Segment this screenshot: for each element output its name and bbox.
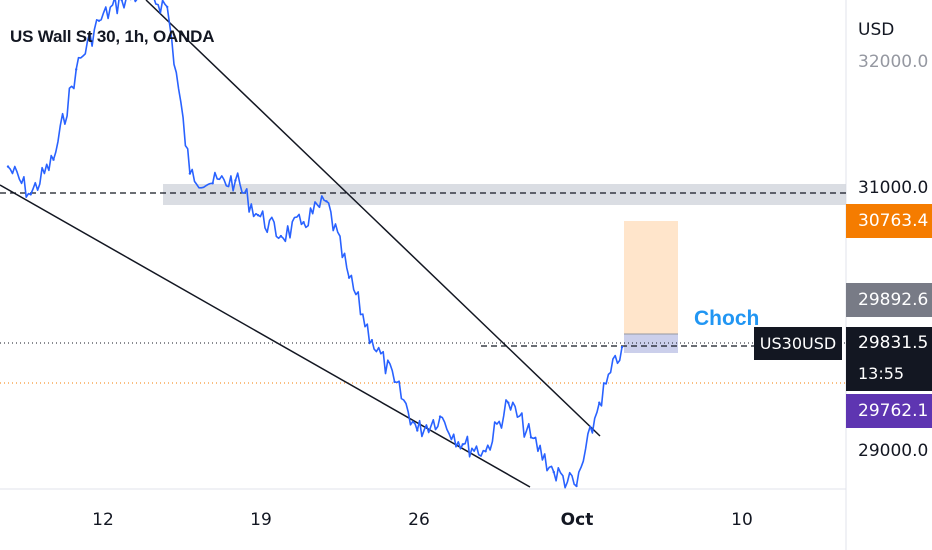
price-point — [52, 158, 55, 161]
date-label-10: 10 — [731, 510, 753, 530]
price-point — [211, 182, 214, 185]
price-point — [575, 484, 578, 488]
symbol-badge[interactable]: US30USD — [754, 327, 842, 360]
target-box[interactable] — [624, 221, 678, 334]
date-label-12: 12 — [92, 510, 114, 530]
price-point — [552, 470, 555, 474]
price-tick-31000: 31000.0 — [858, 178, 929, 198]
price-point — [29, 193, 32, 196]
price-point — [256, 214, 260, 217]
price-badge-grey[interactable]: 29892.6 — [846, 283, 932, 317]
price-point — [279, 234, 283, 238]
date-label-oct: Oct — [560, 510, 594, 530]
price-point — [393, 380, 396, 384]
price-point — [166, 5, 169, 9]
currency-label: USD — [858, 20, 895, 40]
price-tick-29000: 29000.0 — [858, 441, 929, 461]
price-series — [6, 0, 624, 489]
current-price-badge[interactable]: 29831.5 13:55 — [846, 327, 932, 391]
price-badge-purple[interactable]: 29762.1 — [846, 394, 932, 428]
wedge-upper-trendline[interactable] — [145, 0, 601, 437]
current-price: 29831.5 — [858, 333, 929, 353]
price-point — [302, 221, 305, 224]
price-point — [370, 339, 374, 342]
price-point — [97, 19, 101, 22]
supply-zone[interactable] — [163, 184, 846, 205]
price-point — [234, 179, 237, 182]
price-point — [188, 172, 192, 175]
price-point — [120, 0, 123, 2]
date-label-26: 26 — [408, 510, 430, 530]
price-badge-orange[interactable]: 30763.4 — [846, 204, 932, 238]
price-tick-32000: 32000.0 — [858, 52, 929, 72]
choch-label[interactable]: Choch — [694, 307, 760, 330]
bar-countdown: 13:55 — [858, 364, 905, 383]
price-point — [598, 401, 601, 404]
price-point — [461, 443, 464, 446]
wedge-lower-trendline[interactable] — [0, 184, 531, 488]
price-point — [620, 345, 624, 349]
price-series-line — [7, 0, 623, 489]
price-point — [529, 436, 533, 439]
price-point — [507, 401, 510, 404]
chart-title: US Wall St 30, 1h, OANDA — [10, 27, 215, 46]
price-point — [347, 276, 351, 279]
price-point — [416, 429, 419, 432]
date-label-19: 19 — [250, 510, 272, 530]
price-point — [438, 415, 442, 418]
price-point — [325, 200, 328, 203]
entry-box[interactable] — [624, 334, 678, 353]
price-point — [6, 165, 10, 168]
price-point — [75, 68, 78, 71]
price-point — [484, 450, 487, 453]
